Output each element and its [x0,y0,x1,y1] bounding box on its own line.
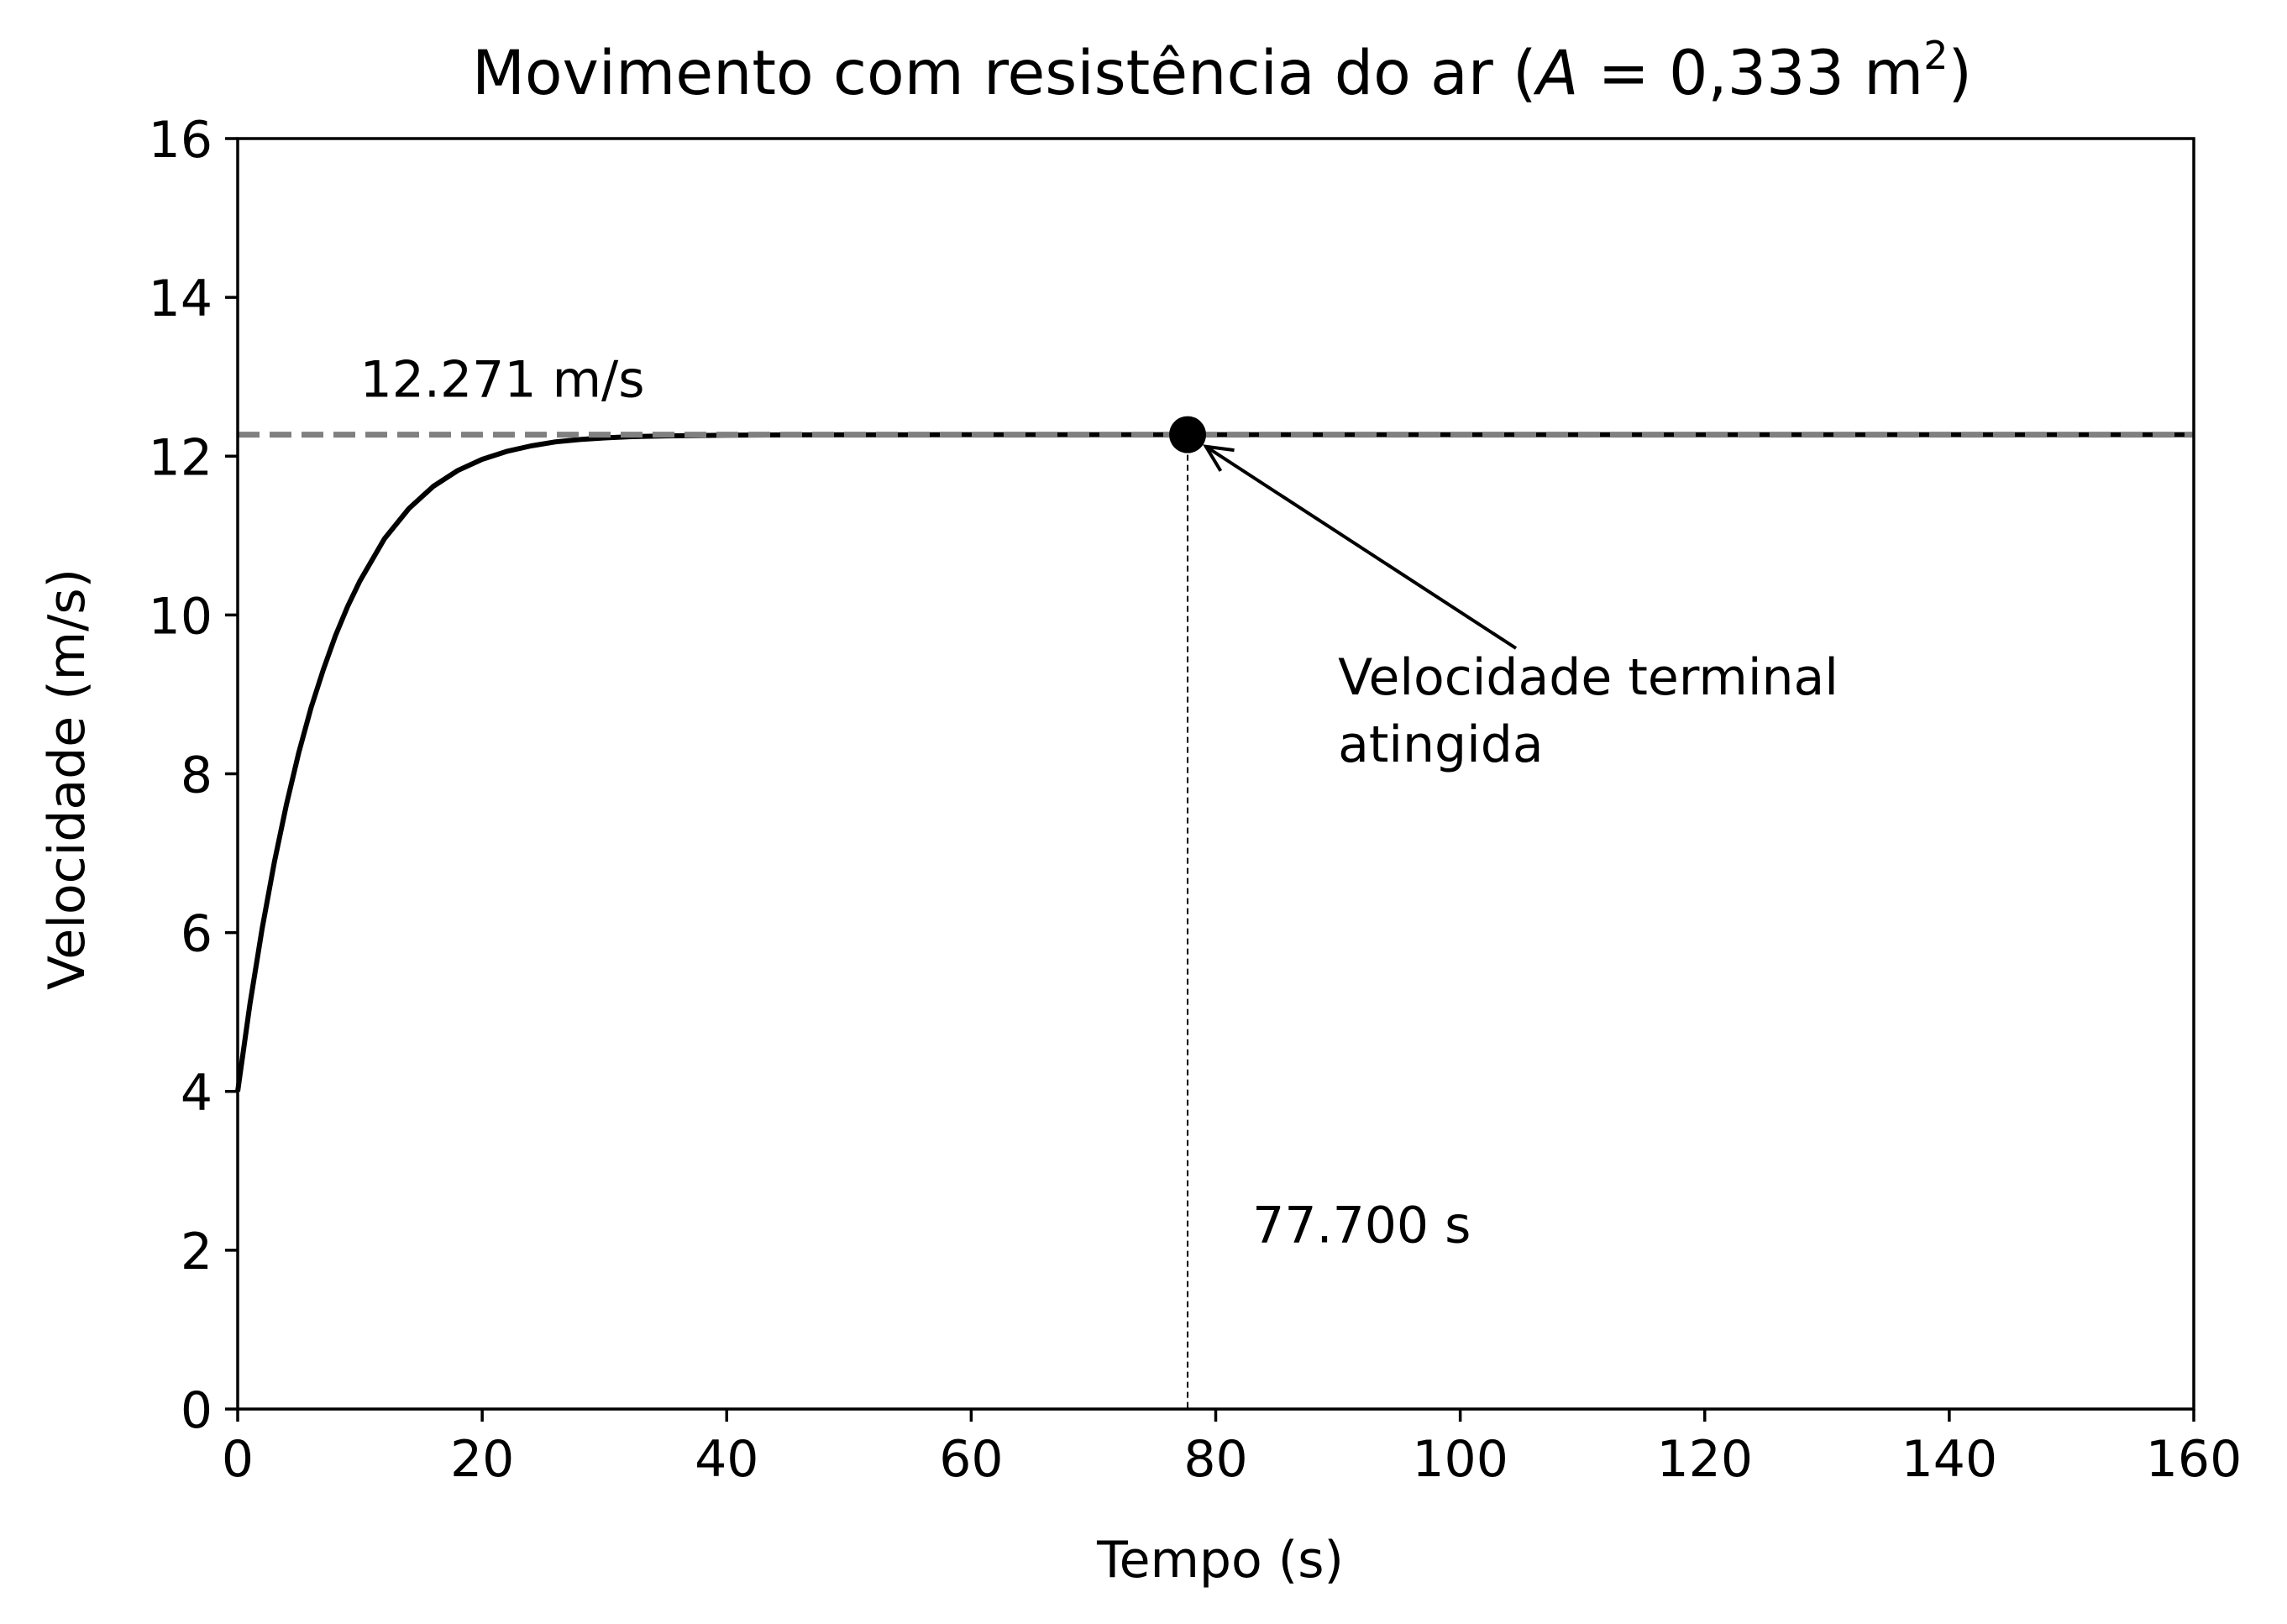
x-axis-label: Tempo (s) [1096,1531,1344,1590]
x-tick-label: 140 [1901,1430,1998,1489]
terminal-velocity-label: 12.271 m/s [360,350,645,409]
annotation-arrow-shaft [1204,445,1518,650]
y-axis-label: Velocidade (m/s) [38,568,97,990]
x-tick-label: 0 [222,1430,254,1489]
x-tick-label: 160 [2146,1430,2242,1489]
y-tick-label: 10 [149,587,212,646]
y-tick-label: 4 [181,1064,212,1123]
terminal-time-label: 77.700 s [1252,1196,1471,1255]
annotation-text-line-1: Velocidade terminal [1338,648,1839,707]
y-tick-label: 6 [181,905,212,964]
annotation-text-line-2: atingida [1338,715,1544,774]
annotations: 12.271 m/s 77.700 s Velocidade terminal ati… [360,350,1839,1255]
chart-title: Movimento com resistência do ar (A = 0,3… [472,33,1972,109]
series-layer [235,432,2194,1092]
y-tick-label: 12 [149,428,212,487]
y-tick-label: 14 [149,270,212,328]
x-tick-label: 100 [1412,1430,1508,1489]
annotation-arrow-head [1202,444,1235,472]
x-tick-label: 20 [450,1430,514,1489]
y-tick-label: 8 [181,747,212,805]
marker-layer [1169,416,1207,453]
tick-marks: 0 20 40 60 80 100 120 140 160 0 2 4 6 8 10 12 14 16 [149,111,2242,1489]
y-tick-label: 2 [181,1223,212,1281]
y-tick-label: 16 [149,111,212,170]
x-tick-label: 80 [1183,1430,1247,1489]
x-tick-label: 40 [695,1430,758,1489]
y-tick-label: 0 [181,1381,212,1440]
x-tick-label: 60 [939,1430,1003,1489]
terminal-marker [1169,416,1207,453]
x-tick-label: 120 [1656,1430,1753,1489]
